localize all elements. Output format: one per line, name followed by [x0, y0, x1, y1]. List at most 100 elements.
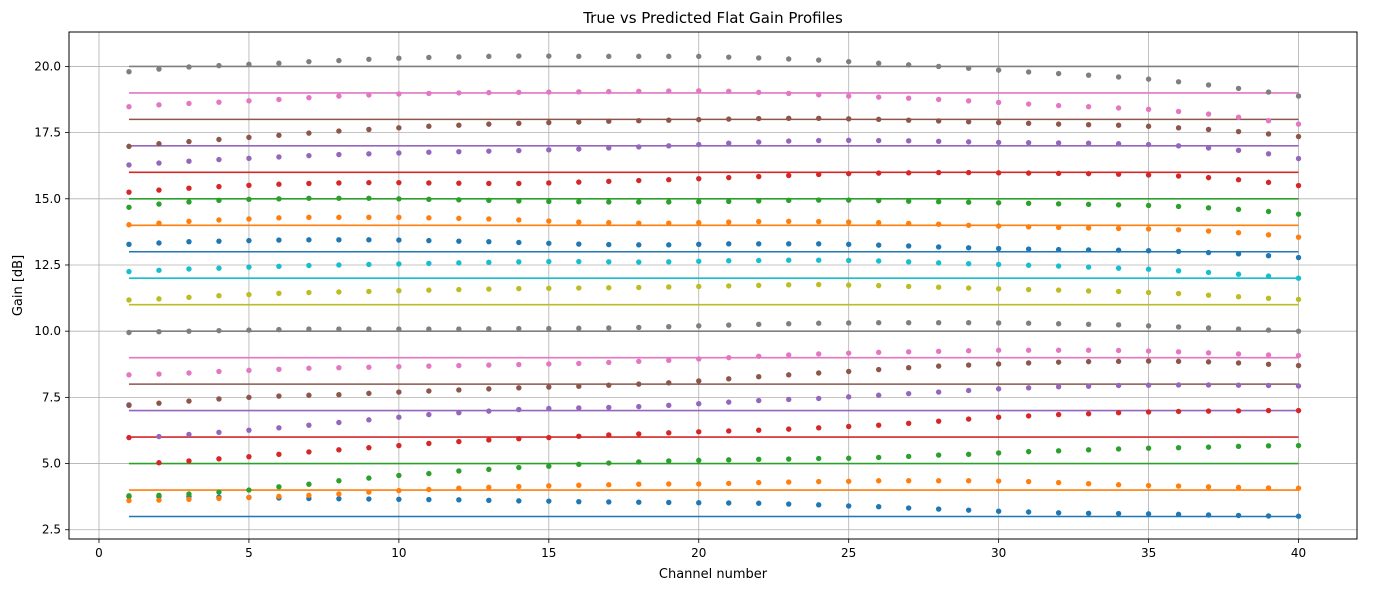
predicted-gain-point	[1055, 411, 1062, 418]
predicted-gain-point	[995, 320, 1002, 326]
predicted-gain-point	[666, 284, 672, 290]
predicted-gain-point	[1055, 224, 1062, 231]
predicted-gain-point	[1295, 182, 1302, 189]
predicted-gain-point	[216, 197, 222, 204]
predicted-gain-point	[306, 195, 312, 201]
predicted-gain-point	[486, 386, 492, 392]
predicted-gain-point	[636, 431, 642, 437]
predicted-gain-point	[486, 216, 492, 222]
predicted-gain-point	[156, 328, 162, 335]
predicted-gain-point	[426, 287, 432, 293]
predicted-gain-point	[336, 128, 342, 134]
predicted-gain-point	[905, 283, 912, 290]
predicted-gain-point	[336, 365, 342, 371]
predicted-gain-point	[1205, 382, 1212, 388]
predicted-gain-point	[576, 219, 582, 225]
predicted-gain-point	[935, 348, 942, 354]
predicted-gain-point	[636, 88, 642, 95]
predicted-gain-point	[1235, 382, 1242, 388]
predicted-gain-point	[875, 94, 882, 100]
predicted-gain-point	[935, 363, 942, 369]
predicted-gain-point	[246, 291, 252, 298]
predicted-gain-point	[935, 284, 942, 290]
predicted-gain-point	[995, 508, 1002, 514]
predicted-gain-point	[756, 139, 762, 145]
predicted-gain-point	[216, 99, 222, 105]
predicted-gain-point	[1205, 325, 1212, 331]
predicted-gain-point	[1145, 409, 1152, 415]
predicted-gain-point	[726, 198, 732, 205]
predicted-gain-point	[1205, 408, 1212, 414]
predicted-gain-point	[126, 241, 132, 248]
predicted-gain-point	[276, 196, 282, 202]
predicted-gain-point	[786, 56, 792, 62]
predicted-gain-point	[816, 218, 822, 225]
predicted-gain-point	[216, 238, 222, 244]
predicted-gain-point	[636, 199, 642, 205]
predicted-gain-point	[905, 365, 912, 371]
plot-frame	[68, 31, 1358, 540]
predicted-gain-point	[456, 362, 462, 369]
predicted-gain-point	[576, 498, 582, 505]
predicted-gain-point	[246, 182, 252, 188]
predicted-gain-point	[995, 245, 1002, 252]
predicted-gain-point	[875, 60, 882, 66]
predicted-gain-point	[306, 289, 312, 296]
predicted-gain-point	[426, 90, 432, 97]
predicted-gain-point	[396, 363, 402, 370]
predicted-gain-point	[216, 156, 222, 163]
predicted-gain-point	[486, 197, 492, 204]
predicted-gain-point	[1205, 359, 1212, 365]
predicted-gain-point	[156, 66, 162, 72]
predicted-gain-point	[905, 349, 912, 355]
predicted-gain-point	[1175, 358, 1182, 365]
predicted-gain-point	[456, 485, 462, 491]
predicted-gain-point	[1175, 349, 1182, 355]
predicted-gain-point	[845, 320, 852, 326]
predicted-gain-point	[786, 282, 792, 288]
predicted-gain-point	[336, 57, 342, 64]
predicted-gain-point	[546, 147, 552, 153]
predicted-gain-point	[516, 198, 522, 204]
predicted-gain-point	[1235, 326, 1242, 332]
predicted-gain-point	[1085, 103, 1092, 110]
predicted-gain-point	[1145, 106, 1152, 113]
predicted-gain-point	[516, 259, 522, 265]
predicted-gain-point	[216, 136, 222, 143]
predicted-gain-point	[875, 258, 882, 264]
predicted-gain-point	[396, 237, 402, 243]
predicted-gain-point	[606, 259, 612, 265]
predicted-gain-point	[786, 257, 792, 263]
predicted-gain-point	[186, 370, 192, 376]
predicted-gain-point	[786, 479, 792, 485]
predicted-gain-point	[756, 500, 762, 506]
predicted-gain-point	[1145, 358, 1152, 364]
predicted-gain-point	[666, 199, 672, 205]
predicted-gain-point	[965, 478, 972, 484]
predicted-gain-point	[875, 116, 882, 123]
predicted-gain-point	[816, 257, 822, 263]
predicted-gain-point	[935, 169, 942, 176]
predicted-gain-point	[516, 120, 522, 127]
predicted-gain-point	[486, 148, 492, 154]
predicted-gain-point	[336, 496, 342, 502]
predicted-gain-point	[156, 492, 162, 499]
predicted-gain-point	[1115, 202, 1122, 208]
predicted-gain-point	[276, 493, 282, 500]
predicted-gain-point	[875, 137, 882, 144]
predicted-gain-point	[1115, 105, 1122, 111]
predicted-gain-point	[486, 437, 492, 443]
predicted-gain-point	[336, 195, 342, 201]
predicted-gain-point	[486, 497, 492, 504]
predicted-gain-point	[1205, 145, 1212, 151]
x-tick-label: 30	[991, 546, 1006, 560]
predicted-gain-point	[336, 289, 342, 295]
predicted-gain-point	[306, 365, 312, 371]
predicted-gain-point	[1055, 448, 1062, 454]
predicted-gain-point	[726, 241, 732, 247]
predicted-gain-point	[756, 115, 762, 122]
predicted-gain-point	[516, 385, 522, 391]
predicted-gain-point	[666, 430, 672, 436]
predicted-gain-point	[516, 483, 522, 490]
predicted-gain-point	[1205, 350, 1212, 356]
